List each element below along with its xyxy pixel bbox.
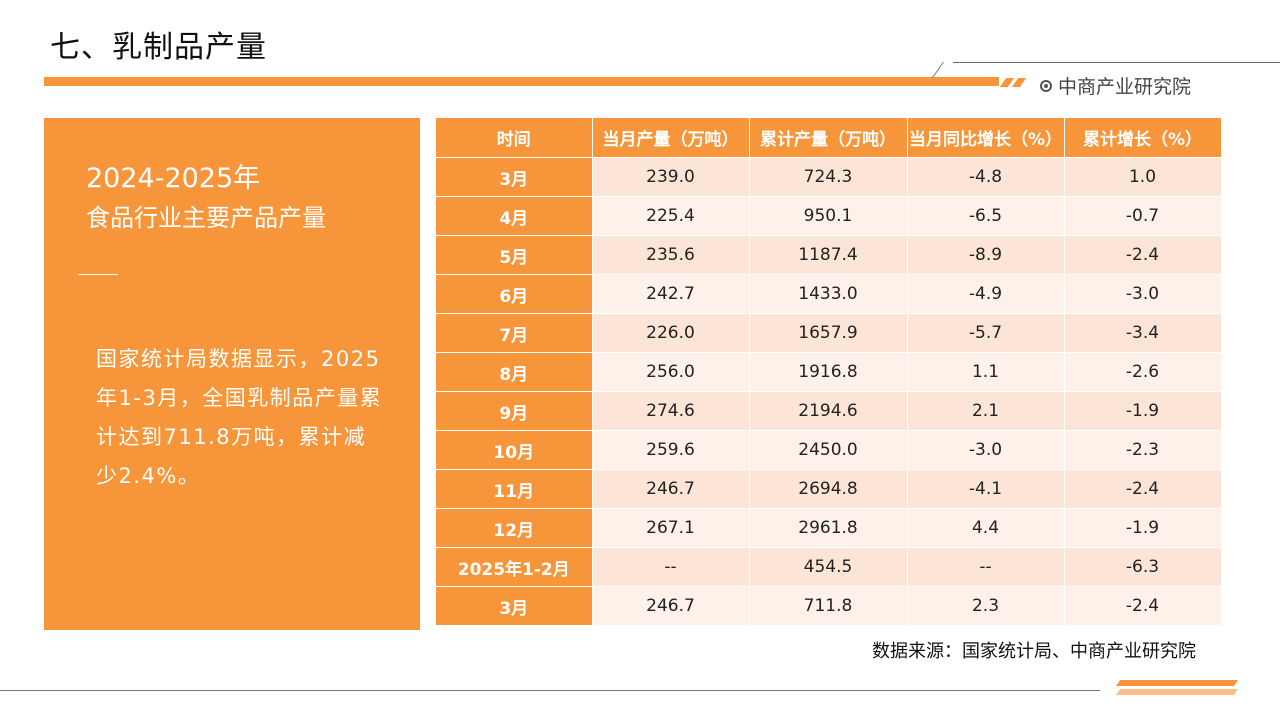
cell-cumulative-output: 1187.4 bbox=[749, 235, 908, 275]
cell-cumulative-output: 1916.8 bbox=[749, 352, 908, 392]
panel-body-text: 国家统计局数据显示，2025年1-3月，全国乳制品产量累计达到711.8万吨，累… bbox=[96, 347, 383, 488]
cell-cumulative-growth: -1.9 bbox=[1064, 391, 1222, 431]
cell-cumulative-growth: 1.0 bbox=[1064, 157, 1222, 197]
cell-cumulative-growth: -1.9 bbox=[1064, 508, 1222, 548]
cell-monthly-output: 246.7 bbox=[592, 586, 750, 626]
header-divider-line bbox=[953, 62, 1280, 63]
table-row: 5月 235.6 1187.4 -8.9 -2.4 bbox=[436, 235, 1222, 275]
column-header-monthly-output: 当月产量（万吨） bbox=[592, 118, 750, 158]
row-period: 4月 bbox=[436, 196, 593, 236]
row-period: 8月 bbox=[436, 352, 593, 392]
cell-monthly-yoy: -4.9 bbox=[907, 274, 1065, 314]
row-period: 11月 bbox=[436, 469, 593, 509]
row-period: 7月 bbox=[436, 313, 593, 353]
cell-cumulative-output: 2194.6 bbox=[749, 391, 908, 431]
summary-panel: 2024-2025年 食品行业主要产品产量 国家统计局数据显示，2025年1-3… bbox=[44, 118, 420, 630]
panel-subtitle: 食品行业主要产品产量 bbox=[86, 204, 326, 232]
cell-monthly-yoy: -3.0 bbox=[907, 430, 1065, 470]
header-stripe bbox=[1011, 78, 1027, 87]
table-row: 7月 226.0 1657.9 -5.7 -3.4 bbox=[436, 313, 1222, 353]
cell-cumulative-growth: -0.7 bbox=[1064, 196, 1222, 236]
header-stripes bbox=[999, 78, 1027, 87]
cell-monthly-yoy: -5.7 bbox=[907, 313, 1065, 353]
row-period: 6月 bbox=[436, 274, 593, 314]
cell-cumulative-output: 1657.9 bbox=[749, 313, 908, 353]
table-row: 10月 259.6 2450.0 -3.0 -2.3 bbox=[436, 430, 1222, 470]
row-period: 5月 bbox=[436, 235, 593, 275]
table-row: 3月 239.0 724.3 -4.8 1.0 bbox=[436, 157, 1222, 197]
header-divider-slant bbox=[931, 62, 944, 78]
cell-cumulative-output: 950.1 bbox=[749, 196, 908, 236]
footer-divider-line bbox=[0, 690, 1100, 691]
cell-monthly-yoy: -4.1 bbox=[907, 469, 1065, 509]
table-row: 2025年1-2月 -- 454.5 -- -6.3 bbox=[436, 547, 1222, 587]
panel-years: 2024-2025年 bbox=[86, 163, 261, 194]
column-header-time: 时间 bbox=[436, 118, 593, 158]
cell-monthly-yoy: -8.9 bbox=[907, 235, 1065, 275]
cell-monthly-yoy: 4.4 bbox=[907, 508, 1065, 548]
page-title: 七、乳制品产量 bbox=[50, 30, 267, 65]
cell-cumulative-growth: -2.4 bbox=[1064, 469, 1222, 509]
cell-monthly-yoy: 2.3 bbox=[907, 586, 1065, 626]
cell-monthly-output: 246.7 bbox=[592, 469, 750, 509]
table-row: 6月 242.7 1433.0 -4.9 -3.0 bbox=[436, 274, 1222, 314]
cell-monthly-output: 274.6 bbox=[592, 391, 750, 431]
cell-cumulative-growth: -6.3 bbox=[1064, 547, 1222, 587]
cell-monthly-output: 239.0 bbox=[592, 157, 750, 197]
cell-monthly-output: 235.6 bbox=[592, 235, 750, 275]
row-period: 2025年1-2月 bbox=[436, 547, 593, 587]
data-source-note: 数据来源：国家统计局、中商产业研究院 bbox=[872, 641, 1196, 662]
column-header-cumulative-growth: 累计增长（%） bbox=[1064, 118, 1222, 158]
cell-cumulative-output: 1433.0 bbox=[749, 274, 908, 314]
cell-monthly-yoy: -4.8 bbox=[907, 157, 1065, 197]
column-header-monthly-yoy: 当月同比增长（%） bbox=[907, 118, 1065, 158]
row-period: 3月 bbox=[436, 157, 593, 197]
table-header-row: 时间 当月产量（万吨） 累计产量（万吨） 当月同比增长（%） 累计增长（%） bbox=[436, 118, 1222, 158]
production-table: 时间 当月产量（万吨） 累计产量（万吨） 当月同比增长（%） 累计增长（%） 3… bbox=[436, 118, 1222, 626]
cell-monthly-yoy: 1.1 bbox=[907, 352, 1065, 392]
table-row: 12月 267.1 2961.8 4.4 -1.9 bbox=[436, 508, 1222, 548]
cell-cumulative-growth: -2.4 bbox=[1064, 586, 1222, 626]
cell-cumulative-growth: -3.0 bbox=[1064, 274, 1222, 314]
row-period: 9月 bbox=[436, 391, 593, 431]
footer-stripe bbox=[1115, 689, 1239, 695]
cell-cumulative-growth: -2.3 bbox=[1064, 430, 1222, 470]
cell-cumulative-output: 2450.0 bbox=[749, 430, 908, 470]
cell-cumulative-output: 454.5 bbox=[749, 547, 908, 587]
row-period: 10月 bbox=[436, 430, 593, 470]
cell-monthly-output: 259.6 bbox=[592, 430, 750, 470]
table-row: 3月 246.7 711.8 2.3 -2.4 bbox=[436, 586, 1222, 626]
row-period: 12月 bbox=[436, 508, 593, 548]
table-row: 9月 274.6 2194.6 2.1 -1.9 bbox=[436, 391, 1222, 431]
cell-monthly-output: 267.1 bbox=[592, 508, 750, 548]
cell-monthly-yoy: 2.1 bbox=[907, 391, 1065, 431]
brand-logo-icon bbox=[1040, 79, 1052, 92]
cell-cumulative-growth: -2.4 bbox=[1064, 235, 1222, 275]
brand-name: 中商产业研究院 bbox=[1058, 76, 1192, 98]
cell-monthly-output: 226.0 bbox=[592, 313, 750, 353]
cell-cumulative-growth: -3.4 bbox=[1064, 313, 1222, 353]
cell-monthly-yoy: -- bbox=[907, 547, 1065, 587]
footer-stripes bbox=[1115, 680, 1239, 695]
cell-cumulative-growth: -2.6 bbox=[1064, 352, 1222, 392]
cell-monthly-yoy: -6.5 bbox=[907, 196, 1065, 236]
cell-monthly-output: 225.4 bbox=[592, 196, 750, 236]
table-row: 8月 256.0 1916.8 1.1 -2.6 bbox=[436, 352, 1222, 392]
cell-cumulative-output: 711.8 bbox=[749, 586, 908, 626]
cell-monthly-output: 242.7 bbox=[592, 274, 750, 314]
panel-divider bbox=[78, 274, 118, 275]
footer-stripe bbox=[1115, 680, 1239, 686]
cell-monthly-output: 256.0 bbox=[592, 352, 750, 392]
brand-mark: 中商产业研究院 bbox=[1040, 72, 1191, 99]
cell-cumulative-output: 2961.8 bbox=[749, 508, 908, 548]
cell-cumulative-output: 724.3 bbox=[749, 157, 908, 197]
table-row: 4月 225.4 950.1 -6.5 -0.7 bbox=[436, 196, 1222, 236]
table-row: 11月 246.7 2694.8 -4.1 -2.4 bbox=[436, 469, 1222, 509]
title-underline-bar bbox=[44, 77, 999, 86]
cell-cumulative-output: 2694.8 bbox=[749, 469, 908, 509]
cell-monthly-output: -- bbox=[592, 547, 750, 587]
column-header-cumulative-output: 累计产量（万吨） bbox=[749, 118, 908, 158]
row-period: 3月 bbox=[436, 586, 593, 626]
